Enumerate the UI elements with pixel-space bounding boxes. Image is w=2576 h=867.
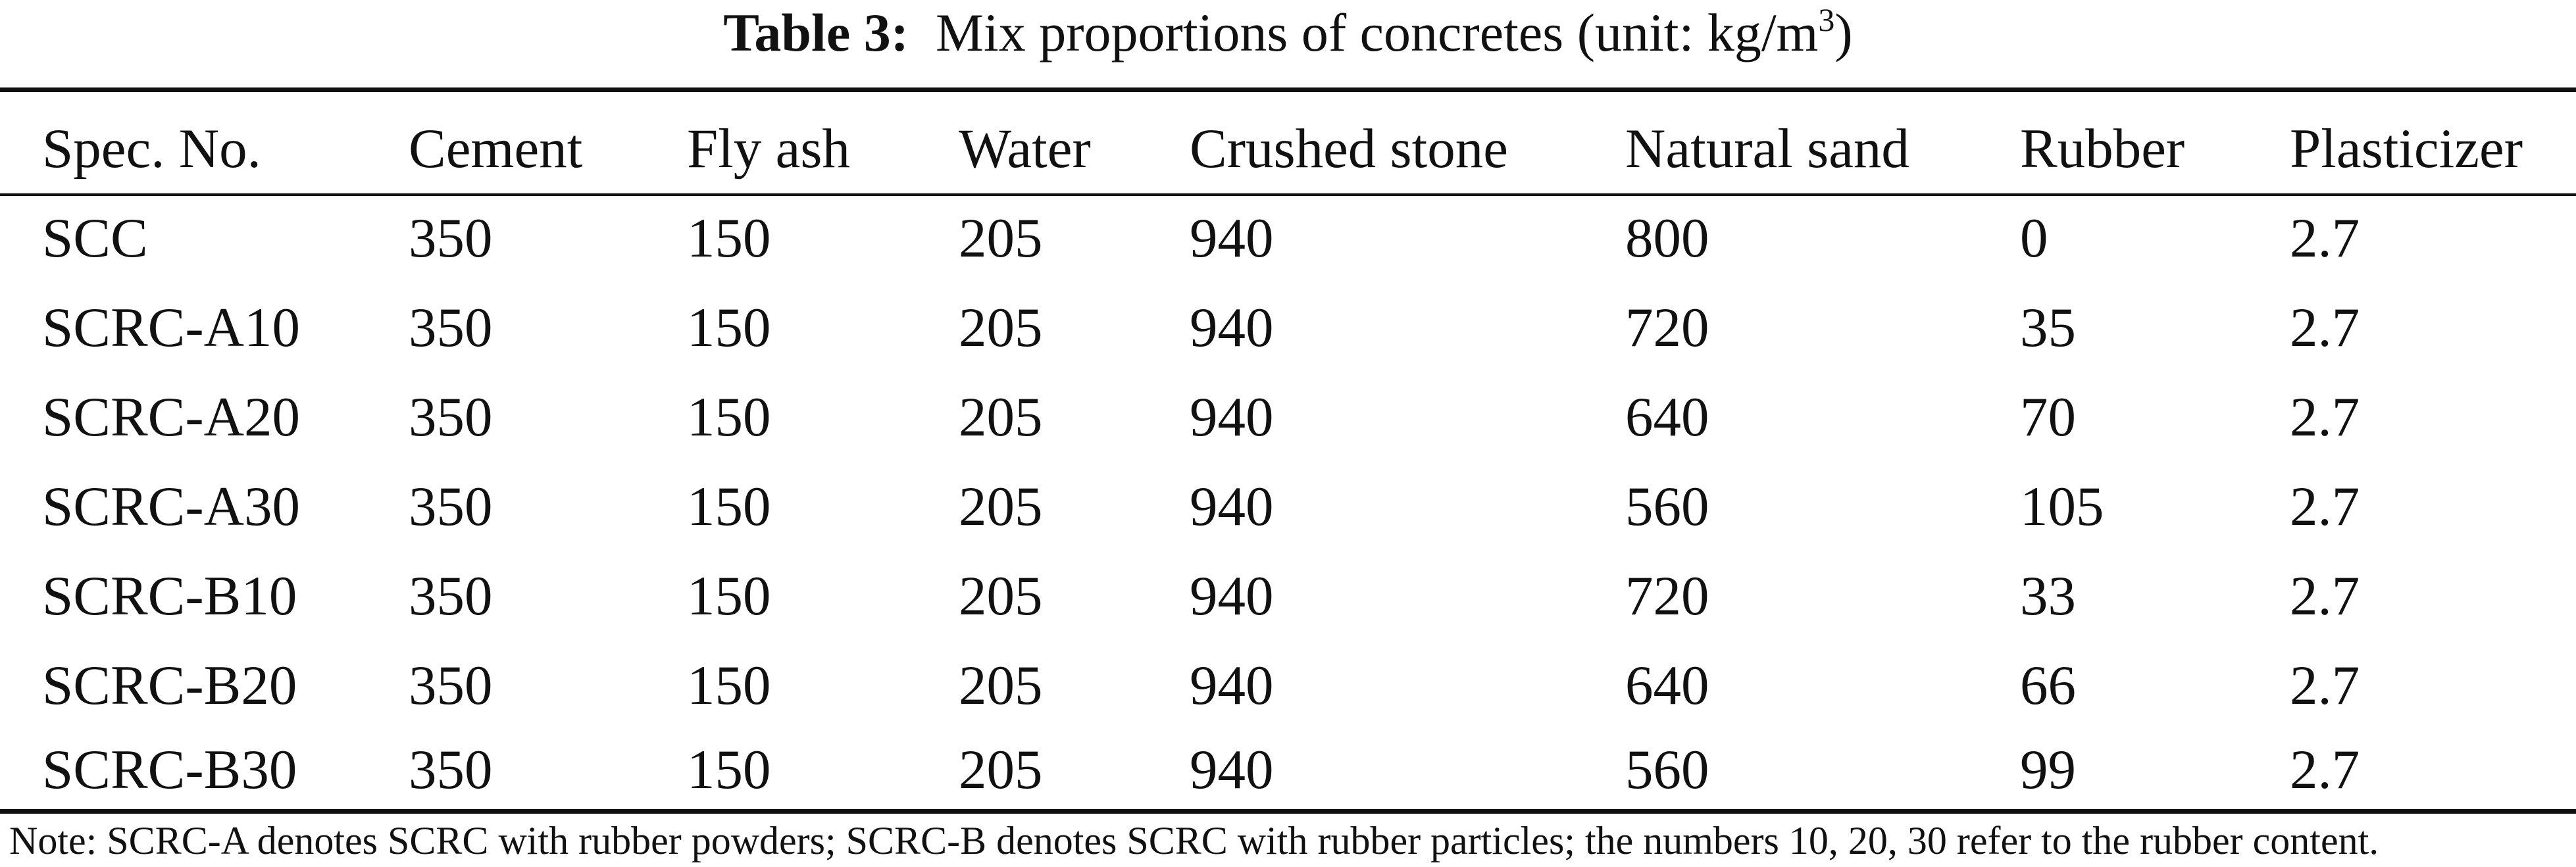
cell-crushed-stone: 940 — [1190, 297, 1274, 359]
cell-spec-no: SCRC-B10 — [42, 565, 297, 627]
cell-cement: 350 — [409, 655, 493, 716]
column-header-rubber: Rubber — [2020, 118, 2185, 180]
cell-water: 205 — [959, 655, 1043, 716]
cell-natural-sand: 800 — [1625, 207, 1709, 269]
column-header-natural-sand: Natural sand — [1625, 118, 1909, 180]
cell-water: 205 — [959, 207, 1043, 269]
table-bottom-rule — [0, 809, 2576, 814]
table-row: SCRC-B30 350 150 205 940 560 99 2.7 — [0, 730, 2576, 809]
cell-crushed-stone: 940 — [1190, 739, 1274, 801]
cell-natural-sand: 640 — [1625, 386, 1709, 448]
cell-plasticizer: 2.7 — [2290, 207, 2360, 269]
cell-natural-sand: 720 — [1625, 565, 1709, 627]
cell-cement: 350 — [409, 297, 493, 359]
cell-spec-no: SCC — [42, 207, 148, 269]
cell-rubber: 66 — [2020, 655, 2076, 716]
column-header-fly-ash: Fly ash — [687, 118, 850, 180]
cell-natural-sand: 560 — [1625, 476, 1709, 537]
table-row: SCRC-B20 350 150 205 940 640 66 2.7 — [0, 641, 2576, 730]
table-caption: Table 3: Mix proportions of concretes (u… — [0, 0, 2576, 86]
cell-rubber: 70 — [2020, 386, 2076, 448]
table-note: Note: SCRC-A denotes SCRC with rubber po… — [9, 819, 2379, 862]
table-row: SCRC-A20 350 150 205 940 640 70 2.7 — [0, 372, 2576, 462]
cell-water: 205 — [959, 386, 1043, 448]
table-row: SCC 350 150 205 940 800 0 2.7 — [0, 193, 2576, 283]
cell-fly-ash: 150 — [687, 207, 771, 269]
cell-spec-no: SCRC-A20 — [42, 386, 301, 448]
cell-water: 205 — [959, 739, 1043, 801]
cell-cement: 350 — [409, 207, 493, 269]
cell-crushed-stone: 940 — [1190, 476, 1274, 537]
table-top-rule — [0, 87, 2576, 92]
table-row: SCRC-A10 350 150 205 940 720 35 2.7 — [0, 283, 2576, 372]
table-caption-superscript: 3 — [1818, 1, 1835, 38]
cell-fly-ash: 150 — [687, 655, 771, 716]
cell-fly-ash: 150 — [687, 476, 771, 537]
column-header-crushed-stone: Crushed stone — [1190, 118, 1508, 180]
table-header-row: Spec. No. Cement Fly ash Water Crushed s… — [0, 104, 2576, 193]
cell-spec-no: SCRC-B20 — [42, 655, 297, 716]
cell-rubber: 33 — [2020, 565, 2076, 627]
cell-plasticizer: 2.7 — [2290, 297, 2360, 359]
cell-plasticizer: 2.7 — [2290, 386, 2360, 448]
cell-crushed-stone: 940 — [1190, 655, 1274, 716]
cell-spec-no: SCRC-A10 — [42, 297, 301, 359]
column-header-cement: Cement — [409, 118, 583, 180]
table-caption-label: Table 3: — [723, 3, 909, 62]
table-row: SCRC-A30 350 150 205 940 560 105 2.7 — [0, 462, 2576, 551]
cell-fly-ash: 150 — [687, 386, 771, 448]
cell-plasticizer: 2.7 — [2290, 655, 2360, 716]
cell-plasticizer: 2.7 — [2290, 565, 2360, 627]
cell-cement: 350 — [409, 386, 493, 448]
column-header-spec-no: Spec. No. — [42, 118, 261, 180]
cell-plasticizer: 2.7 — [2290, 476, 2360, 537]
cell-crushed-stone: 940 — [1190, 565, 1274, 627]
cell-rubber: 105 — [2020, 476, 2104, 537]
cell-fly-ash: 150 — [687, 297, 771, 359]
cell-natural-sand: 720 — [1625, 297, 1709, 359]
table-caption-close: ) — [1834, 3, 1853, 62]
cell-natural-sand: 560 — [1625, 739, 1709, 801]
column-header-plasticizer: Plasticizer — [2290, 118, 2523, 180]
cell-crushed-stone: 940 — [1190, 386, 1274, 448]
cell-rubber: 35 — [2020, 297, 2076, 359]
cell-spec-no: SCRC-B30 — [42, 739, 297, 801]
cell-rubber: 0 — [2020, 207, 2048, 269]
cell-plasticizer: 2.7 — [2290, 739, 2360, 801]
cell-water: 205 — [959, 565, 1043, 627]
cell-fly-ash: 150 — [687, 565, 771, 627]
cell-rubber: 99 — [2020, 739, 2076, 801]
table-caption-text: Mix proportions of concretes (unit: kg/m — [936, 3, 1819, 62]
cell-spec-no: SCRC-A30 — [42, 476, 301, 537]
table-header-rule — [0, 193, 2576, 196]
cell-cement: 350 — [409, 565, 493, 627]
column-header-water: Water — [959, 118, 1091, 180]
cell-cement: 350 — [409, 476, 493, 537]
cell-water: 205 — [959, 476, 1043, 537]
cell-fly-ash: 150 — [687, 739, 771, 801]
cell-cement: 350 — [409, 739, 493, 801]
cell-natural-sand: 640 — [1625, 655, 1709, 716]
cell-water: 205 — [959, 297, 1043, 359]
table-row: SCRC-B10 350 150 205 940 720 33 2.7 — [0, 551, 2576, 641]
cell-crushed-stone: 940 — [1190, 207, 1274, 269]
